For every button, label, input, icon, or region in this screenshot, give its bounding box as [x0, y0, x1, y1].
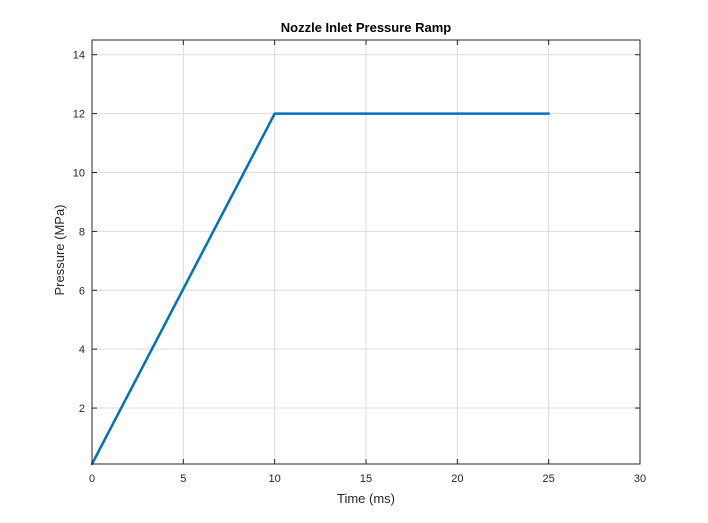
- x-tick-label: 30: [634, 473, 646, 485]
- y-tick-label: 14: [73, 50, 85, 62]
- y-tick-label: 12: [73, 109, 85, 121]
- x-tick-label: 5: [180, 473, 186, 485]
- chart-title: Nozzle Inlet Pressure Ramp: [281, 20, 452, 35]
- series-layer: [90, 112, 550, 466]
- x-tick-label: 0: [89, 473, 95, 485]
- x-tick-label: 20: [451, 473, 463, 485]
- tick-marks: [91, 40, 641, 464]
- y-tick-label: 2: [79, 403, 85, 415]
- y-tick-label: 10: [73, 168, 85, 180]
- y-axis-label: Pressure (MPa): [52, 204, 67, 295]
- y-tick-label: 6: [79, 285, 85, 297]
- series-line-0: [90, 112, 550, 466]
- x-tick-label: 15: [360, 473, 372, 485]
- x-tick-label: 25: [543, 473, 555, 485]
- y-tick-labels: 2 4 6 8 10 12 14: [73, 50, 85, 415]
- x-tick-label: 10: [269, 473, 281, 485]
- x-axis-label: Time (ms): [337, 491, 395, 506]
- x-tick-labels: 0 5 10 15 20 25 30: [89, 473, 646, 485]
- y-tick-label: 8: [79, 226, 85, 238]
- y-tick-label: 4: [79, 344, 85, 356]
